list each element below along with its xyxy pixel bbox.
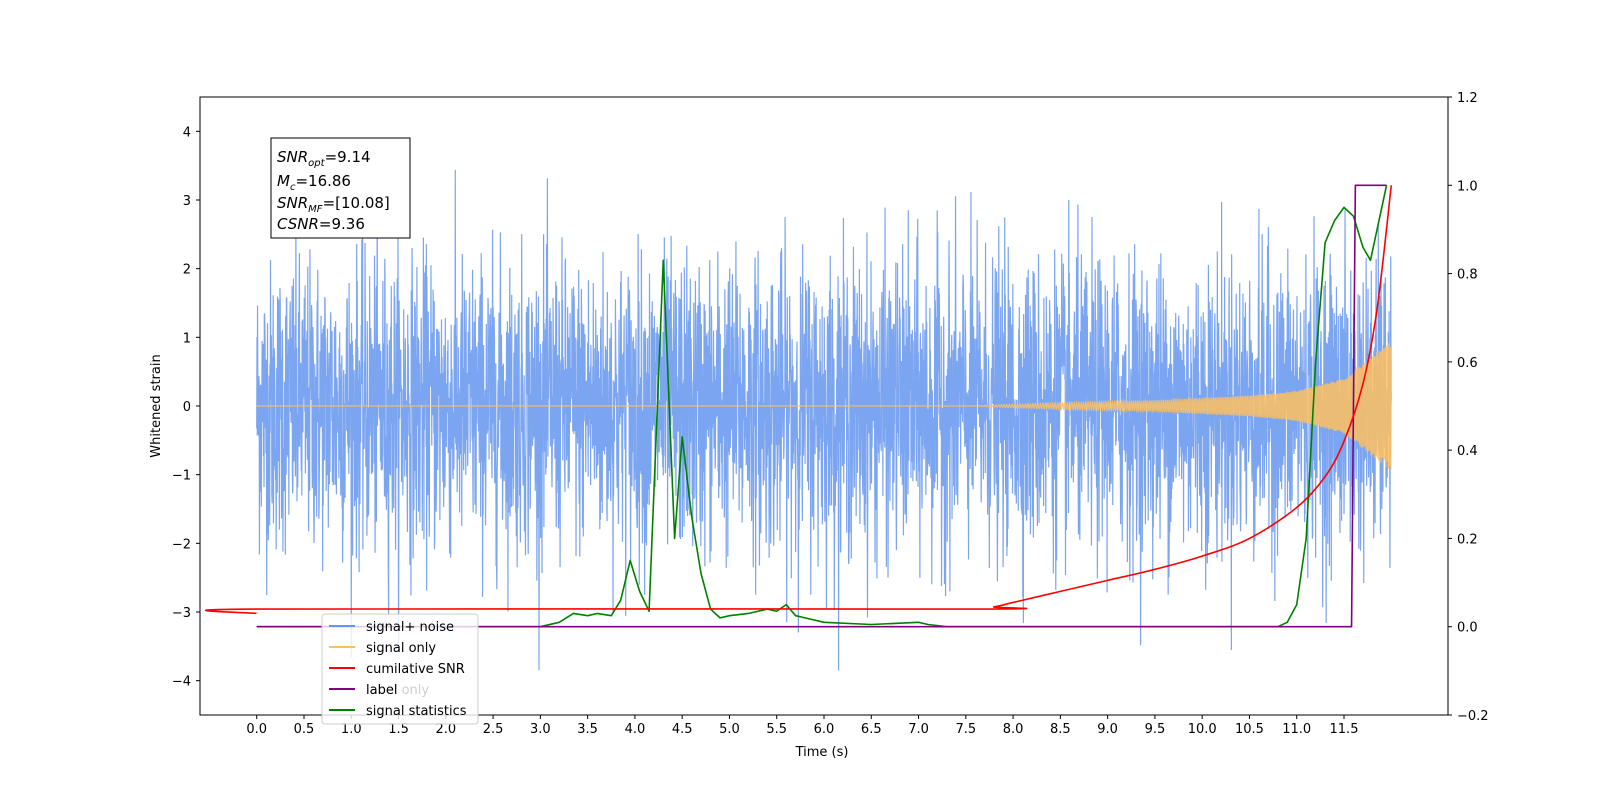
series-signal-noise-line — [256, 169, 1392, 671]
legend-label: signal+ noise — [366, 620, 454, 635]
x-tick-label: 6.5 — [861, 722, 882, 737]
x-tick-label: 7.5 — [955, 722, 976, 737]
y-axis-label: Whitened strain — [149, 354, 164, 457]
x-tick-label: 4.5 — [672, 722, 693, 737]
y-tick-label: −1 — [172, 469, 191, 484]
series-cumulative-snr-line — [205, 185, 1393, 615]
y-tick-label: 2 — [183, 263, 191, 278]
x-tick-label: 10.5 — [1235, 722, 1264, 737]
annotation-box: SNRopt=9.14 Mc=16.86 SNRMF=[10.08] CSNR=… — [270, 137, 411, 239]
series-signal-statistics-line — [256, 185, 1388, 628]
legend-entry: label — [329, 683, 397, 698]
x-tick-label: 4.0 — [625, 722, 646, 737]
y-tick-label: −4 — [172, 675, 191, 690]
x-tick-label: 8.5 — [1050, 722, 1071, 737]
x-tick-label: 3.5 — [577, 722, 598, 737]
legend-entry: signal statistics — [329, 704, 467, 719]
y-tick-label: 3 — [183, 194, 191, 209]
x-tick-label: 2.5 — [483, 722, 504, 737]
x-tick-label: 11.5 — [1330, 722, 1359, 737]
x-tick-label: 8.0 — [1003, 722, 1024, 737]
y-tick-label: 0 — [183, 400, 191, 415]
y-tick-label: −2 — [172, 537, 191, 552]
x-tick-label: 9.0 — [1097, 722, 1118, 737]
x-tick-label: 5.5 — [766, 722, 787, 737]
y-tick-label: 1 — [183, 331, 191, 346]
x-tick-label: 11.0 — [1282, 722, 1311, 737]
legend-label: cumilative SNR — [366, 662, 465, 677]
legend-hidden-label: label only — [366, 683, 429, 698]
x-tick-label: 1.5 — [388, 722, 409, 737]
x-tick-label: 3.0 — [530, 722, 551, 737]
annotation-line: CSNR=9.36 — [277, 215, 365, 233]
plot-area — [205, 169, 1393, 671]
legend-label: label — [366, 683, 397, 698]
y-axis-left: 4 3 2 1 0 −1 −2 −3 −4 — [172, 125, 200, 690]
x-tick-label: 5.0 — [719, 722, 740, 737]
y2-tick-label: 0.2 — [1457, 532, 1478, 547]
x-tick-label: 0.0 — [246, 722, 267, 737]
y2-tick-label: 1.2 — [1457, 91, 1478, 106]
x-axis-label: Time (s) — [795, 745, 849, 760]
x-tick-label: 0.5 — [294, 722, 315, 737]
x-tick-label: 6.0 — [814, 722, 835, 737]
legend-label: signal statistics — [366, 704, 467, 719]
y2-tick-label: 1.0 — [1457, 179, 1478, 194]
annotation-line: Mc=16.86 — [277, 172, 351, 193]
y-tick-label: −3 — [172, 606, 191, 621]
y2-tick-label: 0.0 — [1457, 621, 1478, 636]
y2-tick-label: −0.2 — [1457, 709, 1489, 724]
series-label-line — [256, 184, 1387, 628]
legend-entry: signal only — [329, 641, 436, 656]
y-axis-right: 1.2 1.0 0.8 0.6 0.4 0.2 0.0 −0.2 — [1448, 91, 1489, 724]
y2-tick-label: 0.8 — [1457, 268, 1478, 283]
x-tick-label: 7.0 — [908, 722, 929, 737]
legend-label: signal only — [366, 641, 436, 656]
annotation-line: SNRopt=9.14 — [277, 148, 371, 169]
series-signal-only-line — [256, 343, 1392, 470]
legend-entry: signal+ noise — [329, 620, 454, 635]
y-tick-label: 4 — [183, 125, 191, 140]
x-tick-label: 2.0 — [435, 722, 456, 737]
x-tick-label: 1.0 — [341, 722, 362, 737]
y2-tick-label: 0.6 — [1457, 356, 1478, 371]
annotation-line: SNRMF=[10.08] — [277, 194, 390, 215]
x-tick-label: 10.0 — [1188, 722, 1217, 737]
legend-entry: cumilative SNR — [329, 662, 465, 677]
x-axis: 0.0 0.5 1.0 1.5 2.0 2.5 3.0 3.5 4.0 4.5 5.0 5.5 6.0 6… — [246, 715, 1358, 737]
x-tick-label: 9.5 — [1145, 722, 1166, 737]
legend: label only signal+ noise signal only cum… — [321, 613, 479, 725]
y2-tick-label: 0.4 — [1457, 444, 1478, 459]
